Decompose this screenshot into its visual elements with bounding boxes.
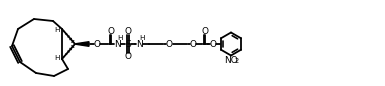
Text: H: H bbox=[139, 34, 144, 41]
Text: N: N bbox=[114, 39, 121, 49]
Text: O: O bbox=[107, 27, 114, 36]
Polygon shape bbox=[76, 42, 89, 46]
Text: O: O bbox=[166, 39, 172, 49]
Text: H: H bbox=[54, 27, 60, 33]
Text: NO: NO bbox=[224, 55, 238, 64]
Text: O: O bbox=[94, 39, 100, 49]
Text: O: O bbox=[189, 39, 196, 49]
Text: O: O bbox=[124, 27, 132, 36]
Text: O: O bbox=[124, 52, 132, 61]
Text: O: O bbox=[201, 27, 208, 36]
Text: 2: 2 bbox=[235, 58, 239, 64]
Text: H: H bbox=[54, 55, 60, 61]
Text: O: O bbox=[209, 39, 216, 49]
Text: N: N bbox=[136, 39, 143, 49]
Text: H: H bbox=[117, 34, 122, 41]
Text: S: S bbox=[125, 39, 131, 49]
